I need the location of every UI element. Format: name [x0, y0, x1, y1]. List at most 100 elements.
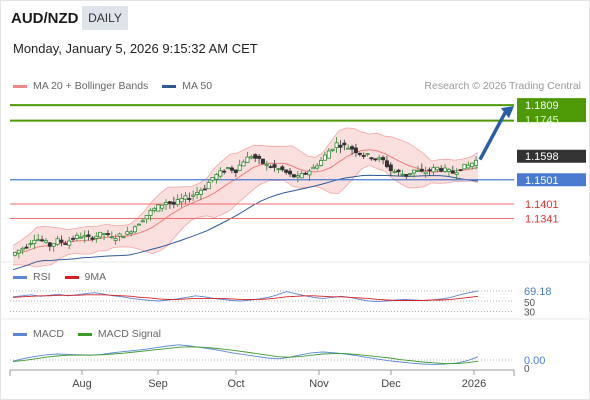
current-price-tag-label: 1.1598: [525, 151, 559, 163]
legend-label-rsi: RSI: [33, 271, 51, 283]
candle: [55, 235, 60, 246]
candle-body: [98, 231, 103, 238]
period-button[interactable]: DAILY: [82, 6, 128, 30]
rsi-ma-line: [12, 294, 479, 301]
candle-body: [462, 163, 467, 170]
candle: [148, 208, 153, 222]
candle: [20, 246, 25, 255]
legend-label-ma20: MA 20 + Bollinger Bands: [33, 80, 149, 92]
candle-body: [346, 147, 351, 150]
candle-body: [229, 167, 234, 171]
candle-body: [233, 169, 238, 173]
x-tick-label: Nov: [309, 378, 329, 390]
candle: [191, 190, 196, 201]
candle-body: [36, 239, 41, 242]
candle: [183, 191, 188, 205]
candle: [435, 166, 440, 173]
candle: [102, 233, 107, 241]
candle-body: [257, 155, 262, 159]
candle-body: [214, 173, 219, 180]
candle: [377, 155, 382, 163]
candle: [195, 187, 200, 199]
candle-body: [218, 170, 223, 177]
x-tick-label: 2026: [462, 378, 486, 390]
candle-body: [353, 147, 358, 154]
rsi-level-50-label: 50: [524, 298, 536, 309]
candle-body: [299, 172, 304, 179]
candle: [71, 235, 76, 243]
candle-body: [144, 215, 149, 220]
candle-body: [404, 174, 409, 177]
legend-swatch-macd: [13, 332, 27, 336]
candle: [210, 177, 215, 183]
candle-body: [105, 233, 110, 235]
candle-body: [133, 226, 138, 233]
candle-body: [412, 169, 417, 174]
candle: [253, 153, 258, 163]
candle-body: [272, 164, 277, 168]
candle-body: [311, 166, 316, 170]
symbol-label: AUD/NZD: [11, 10, 79, 27]
candle: [458, 169, 463, 172]
candle-body: [140, 220, 145, 223]
candle-body: [381, 157, 386, 161]
candle: [167, 200, 172, 209]
candle: [276, 167, 281, 174]
candle-body: [369, 157, 374, 160]
candle: [454, 168, 459, 180]
candle-body: [435, 166, 440, 171]
candle: [94, 232, 99, 243]
chart-header: AUD/NZD DAILY: [0, 0, 590, 34]
candle: [233, 169, 238, 178]
candle-body: [260, 158, 265, 164]
candle: [32, 234, 37, 250]
candle: [450, 165, 455, 174]
legend-item-ma20: MA 20 + Bollinger Bands: [13, 80, 148, 92]
candle-body: [245, 156, 250, 163]
candle-body: [109, 236, 114, 239]
candle: [40, 235, 45, 243]
resistance-tag-box: [517, 98, 586, 123]
candle: [179, 193, 184, 208]
x-tick-label: Sep: [148, 378, 168, 390]
candle-body: [202, 188, 207, 191]
candle-body: [322, 154, 327, 161]
candle-body: [350, 146, 355, 150]
candle: [218, 167, 223, 179]
candle-body: [241, 161, 246, 167]
candle-body: [67, 240, 72, 246]
candle: [164, 199, 169, 211]
candle: [404, 174, 409, 179]
candle: [346, 144, 351, 150]
candle-body: [450, 170, 455, 174]
candle: [78, 232, 83, 239]
candle-body: [136, 223, 141, 226]
legend-item-macd-signal: MACD Signal: [77, 328, 161, 340]
candle: [249, 154, 254, 160]
ma50-line: [12, 174, 479, 271]
candle: [86, 230, 91, 241]
candle: [396, 168, 401, 177]
candle: [284, 169, 289, 175]
candle: [280, 164, 285, 172]
resistance-r1-tag-label: 1.1809: [525, 100, 559, 112]
candle-body: [226, 167, 231, 169]
candle: [171, 196, 176, 209]
legend-item-rsi: RSI: [13, 271, 51, 283]
candle-body: [415, 170, 420, 172]
bollinger-upper-line: [12, 127, 479, 246]
candle: [268, 164, 273, 169]
candle: [384, 156, 389, 169]
legend-swatch-rsi: [13, 275, 27, 279]
candle-body: [419, 168, 424, 172]
candle: [423, 166, 428, 178]
candle-body: [125, 231, 130, 235]
candle-body: [373, 158, 378, 161]
candle-body: [431, 167, 436, 173]
candle: [175, 194, 180, 207]
macd-signal-line: [12, 346, 479, 365]
legend-label-macd: MACD: [33, 328, 64, 340]
candle-body: [408, 173, 413, 176]
candle-body: [210, 177, 215, 181]
macd-value-label: 0.00: [524, 355, 545, 367]
